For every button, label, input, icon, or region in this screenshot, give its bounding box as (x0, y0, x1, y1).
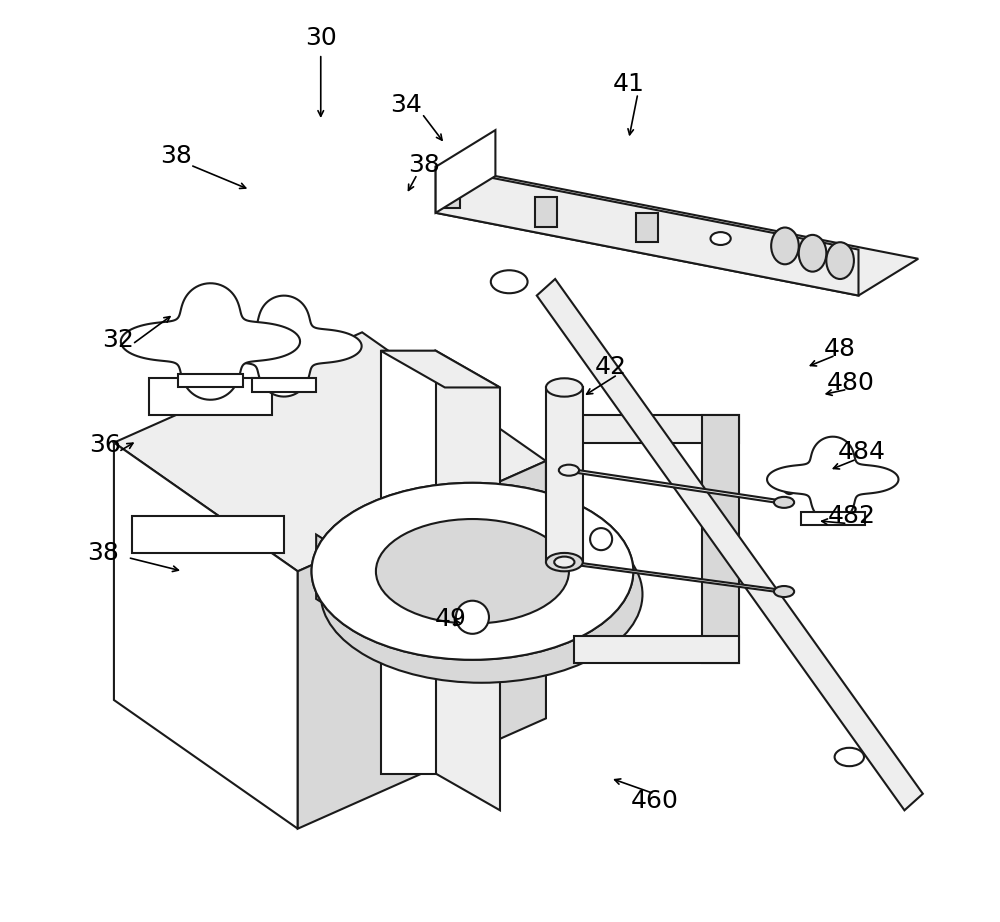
Text: 460: 460 (630, 789, 678, 813)
Polygon shape (298, 461, 546, 829)
Ellipse shape (554, 557, 574, 568)
Polygon shape (436, 167, 858, 296)
Polygon shape (132, 516, 284, 553)
Text: 480: 480 (827, 371, 875, 395)
Ellipse shape (771, 228, 799, 265)
Polygon shape (574, 635, 739, 663)
Polygon shape (801, 512, 865, 526)
Text: 38: 38 (160, 144, 192, 168)
Ellipse shape (321, 506, 642, 683)
Text: 38: 38 (87, 541, 119, 565)
Ellipse shape (559, 465, 579, 476)
Ellipse shape (781, 468, 798, 494)
Polygon shape (554, 562, 794, 592)
Polygon shape (574, 415, 739, 443)
Ellipse shape (312, 483, 633, 660)
Text: 482: 482 (828, 504, 876, 528)
Ellipse shape (491, 270, 528, 293)
Ellipse shape (774, 586, 794, 597)
Polygon shape (436, 176, 918, 296)
Ellipse shape (546, 378, 583, 396)
Circle shape (456, 601, 489, 633)
Text: 42: 42 (594, 355, 626, 379)
Text: 32: 32 (103, 327, 134, 351)
Polygon shape (149, 378, 272, 415)
Polygon shape (178, 373, 243, 387)
Polygon shape (535, 197, 557, 227)
Polygon shape (381, 350, 500, 387)
Polygon shape (316, 535, 390, 644)
Polygon shape (121, 283, 300, 400)
Polygon shape (436, 350, 500, 810)
Text: 48: 48 (824, 337, 856, 361)
Ellipse shape (711, 232, 731, 245)
Ellipse shape (312, 483, 633, 660)
Polygon shape (702, 415, 739, 663)
Ellipse shape (774, 497, 794, 508)
Ellipse shape (835, 748, 864, 766)
Ellipse shape (546, 553, 583, 572)
Ellipse shape (376, 519, 569, 623)
Polygon shape (252, 378, 316, 392)
Polygon shape (381, 350, 436, 774)
Polygon shape (767, 437, 898, 522)
Text: 49: 49 (434, 607, 466, 631)
Polygon shape (636, 213, 658, 242)
Polygon shape (546, 387, 583, 562)
Polygon shape (206, 296, 362, 396)
Ellipse shape (376, 519, 569, 623)
Polygon shape (114, 332, 546, 572)
Text: 484: 484 (837, 440, 885, 464)
Polygon shape (559, 470, 794, 502)
Text: 30: 30 (305, 26, 337, 50)
Text: 36: 36 (89, 433, 121, 457)
Text: 41: 41 (613, 72, 645, 96)
Ellipse shape (799, 235, 826, 272)
Text: 38: 38 (408, 153, 440, 177)
Ellipse shape (826, 242, 854, 279)
Polygon shape (436, 130, 495, 213)
Polygon shape (438, 179, 460, 208)
Polygon shape (537, 279, 923, 810)
Text: 34: 34 (390, 93, 422, 117)
Circle shape (590, 528, 612, 550)
Polygon shape (114, 443, 298, 829)
